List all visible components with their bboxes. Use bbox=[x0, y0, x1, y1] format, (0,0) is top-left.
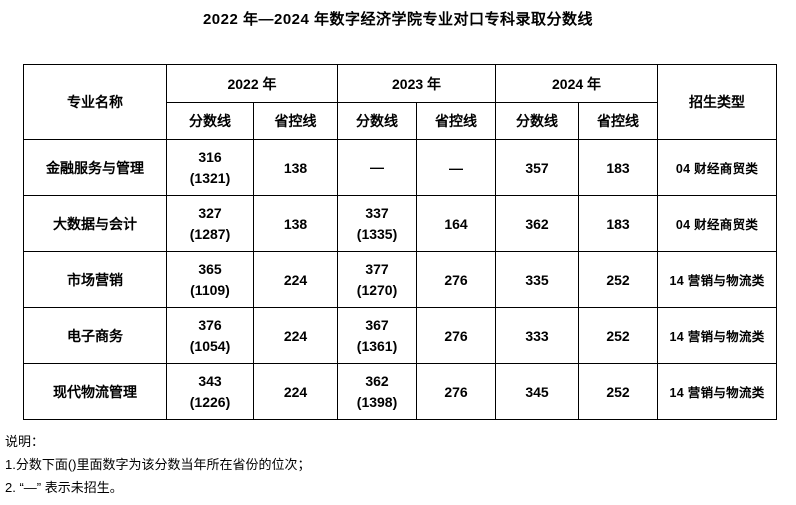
cell-2024-score: 362 bbox=[495, 195, 580, 252]
cell-2024-control: 252 bbox=[578, 307, 659, 364]
cell-2022-control: 224 bbox=[252, 363, 339, 420]
cell-2023-score: — bbox=[337, 139, 418, 196]
admission-score-table: 专业名称 2022 年 2023 年 2024 年 招生类型 分数线 省控线 分… bbox=[23, 64, 778, 420]
rank-value: (1361) bbox=[356, 337, 398, 354]
header-2024-score-line: 分数线 bbox=[495, 102, 580, 140]
rank-value: (1398) bbox=[356, 393, 398, 410]
notes-section: 说明： 1.分数下面()里面数字为该分数当年所在省份的位次； 2. “—” 表示… bbox=[5, 430, 311, 499]
score-value: — bbox=[370, 159, 385, 175]
rank-value: (1321) bbox=[189, 169, 231, 186]
header-major: 专业名称 bbox=[23, 64, 167, 140]
note-item-2: 2. “—” 表示未招生。 bbox=[5, 480, 123, 495]
cell-2024-score: 333 bbox=[495, 307, 580, 364]
cell-2024-score: 345 bbox=[495, 363, 580, 420]
cell-2023-score: 377 (1270) bbox=[337, 251, 418, 308]
cell-major: 金融服务与管理 bbox=[23, 139, 167, 196]
score-value: 343 bbox=[198, 372, 222, 389]
cell-2024-score: 335 bbox=[495, 251, 580, 308]
cell-2023-control: 276 bbox=[416, 363, 497, 420]
cell-2023-control: 276 bbox=[416, 251, 497, 308]
cell-major: 电子商务 bbox=[23, 307, 167, 364]
cell-2022-score: 327 (1287) bbox=[166, 195, 254, 252]
cell-2023-score: 362 (1398) bbox=[337, 363, 418, 420]
cell-2023-control: 164 bbox=[416, 195, 497, 252]
cell-admission-type: 14 营销与物流类 bbox=[657, 251, 778, 308]
cell-2022-control: 138 bbox=[252, 195, 339, 252]
cell-major: 大数据与会计 bbox=[23, 195, 167, 252]
score-value: 337 bbox=[365, 204, 389, 221]
header-2024-control-line: 省控线 bbox=[578, 102, 659, 140]
rank-value: (1109) bbox=[190, 281, 230, 298]
header-admission-type: 招生类型 bbox=[657, 64, 778, 140]
rank-value: (1287) bbox=[189, 225, 231, 242]
cell-2022-control: 224 bbox=[252, 251, 339, 308]
cell-admission-type: 14 营销与物流类 bbox=[657, 363, 778, 420]
header-row-years: 专业名称 2022 年 2023 年 2024 年 招生类型 bbox=[23, 64, 778, 140]
notes-heading: 说明： bbox=[5, 434, 45, 449]
cell-2023-control: 276 bbox=[416, 307, 497, 364]
header-2023-score-line: 分数线 bbox=[337, 102, 418, 140]
rank-value: (1270) bbox=[356, 281, 398, 298]
note-item-1: 1.分数下面()里面数字为该分数当年所在省份的位次； bbox=[5, 457, 311, 472]
cell-2022-control: 138 bbox=[252, 139, 339, 196]
table-row: 大数据与会计 327 (1287) 138 337 (1335) 164 362… bbox=[23, 195, 778, 252]
cell-2022-score: 343 (1226) bbox=[166, 363, 254, 420]
page-title: 2022 年—2024 年数字经济学院专业对口专科录取分数线 bbox=[202, 11, 594, 28]
header-2023-control-line: 省控线 bbox=[416, 102, 497, 140]
rank-value: (1226) bbox=[189, 393, 231, 410]
rank-value: (1335) bbox=[356, 225, 398, 242]
score-value: 376 bbox=[198, 316, 222, 333]
cell-admission-type: 14 营销与物流类 bbox=[657, 307, 778, 364]
cell-2022-score: 316 (1321) bbox=[166, 139, 254, 196]
cell-2024-control: 252 bbox=[578, 363, 659, 420]
cell-2024-control: 183 bbox=[578, 195, 659, 252]
header-2022-score-line: 分数线 bbox=[166, 102, 254, 140]
cell-2022-score: 365 (1109) bbox=[166, 251, 254, 308]
table-row: 电子商务 376 (1054) 224 367 (1361) 276 333 2… bbox=[23, 307, 778, 364]
cell-2023-control: — bbox=[416, 139, 497, 196]
table-row: 现代物流管理 343 (1226) 224 362 (1398) 276 345… bbox=[23, 363, 778, 420]
header-year-2023: 2023 年 bbox=[337, 64, 497, 103]
score-value: 367 bbox=[365, 316, 389, 333]
cell-2024-control: 183 bbox=[578, 139, 659, 196]
cell-major: 市场营销 bbox=[23, 251, 167, 308]
header-2022-control-line: 省控线 bbox=[252, 102, 339, 140]
score-value: 377 bbox=[365, 260, 389, 277]
table-row: 市场营销 365 (1109) 224 377 (1270) 276 335 2… bbox=[23, 251, 778, 308]
cell-major: 现代物流管理 bbox=[23, 363, 167, 420]
cell-2023-score: 367 (1361) bbox=[337, 307, 418, 364]
cell-2024-score: 357 bbox=[495, 139, 580, 196]
cell-admission-type: 04 财经商贸类 bbox=[657, 195, 778, 252]
rank-value: (1054) bbox=[189, 337, 231, 354]
cell-2022-control: 224 bbox=[252, 307, 339, 364]
header-row-subcolumns: 分数线 省控线 分数线 省控线 分数线 省控线 bbox=[24, 102, 777, 140]
score-value: 327 bbox=[198, 204, 222, 221]
header-year-2024: 2024 年 bbox=[495, 64, 659, 103]
cell-2024-control: 252 bbox=[578, 251, 659, 308]
header-year-2022: 2022 年 bbox=[165, 64, 339, 103]
score-value: 316 bbox=[198, 148, 222, 165]
score-value: 362 bbox=[365, 372, 389, 389]
table-row: 金融服务与管理 316 (1321) 138 — — 357 183 04 财经… bbox=[23, 139, 778, 196]
score-value: 365 bbox=[198, 260, 222, 277]
cell-2023-score: 337 (1335) bbox=[337, 195, 418, 252]
cell-admission-type: 04 财经商贸类 bbox=[657, 139, 778, 196]
cell-2022-score: 376 (1054) bbox=[166, 307, 254, 364]
